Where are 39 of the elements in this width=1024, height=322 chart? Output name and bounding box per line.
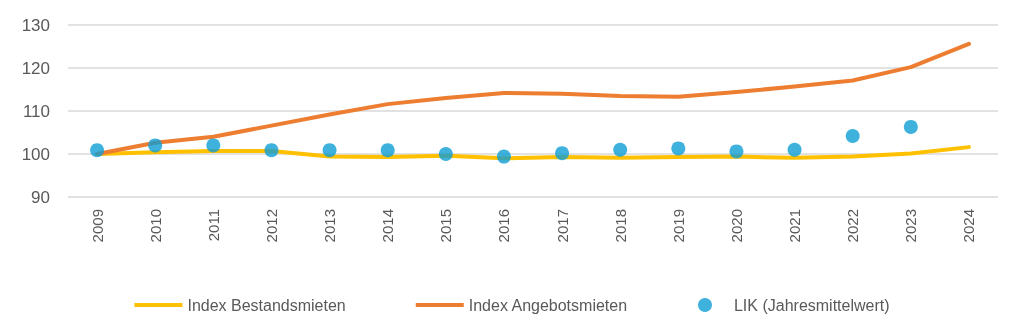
x-tick-label: 2011 — [204, 209, 222, 242]
x-tick-label: 2018 — [611, 209, 629, 243]
x-tick-label: 2024 — [960, 209, 978, 243]
point — [438, 147, 453, 161]
legend-label: LIK (Jahresmittelwert) — [733, 296, 890, 314]
y-tick-label: 130 — [21, 15, 50, 35]
y-tick-label: 110 — [22, 101, 50, 121]
x-tick-label: 2017 — [553, 209, 571, 243]
x-tick-label: 2009 — [88, 209, 106, 243]
x-tick-label: 2022 — [844, 209, 862, 243]
x-tick-label: 2023 — [902, 209, 920, 243]
point — [322, 143, 337, 158]
point — [787, 142, 802, 157]
point — [903, 119, 918, 134]
y-tick-label: 90 — [31, 187, 50, 207]
point — [206, 138, 221, 153]
x-tick-label: 2010 — [146, 209, 164, 243]
x-tick-label: 2016 — [495, 209, 513, 243]
point — [264, 143, 279, 158]
point — [845, 128, 860, 143]
x-tick-label: 2013 — [321, 209, 339, 243]
point — [496, 149, 511, 164]
point — [555, 146, 570, 161]
x-tick-label: 2015 — [437, 209, 455, 243]
legend-label: Index Bestandsmieten — [187, 296, 346, 314]
x-tick-label: 2020 — [727, 209, 745, 243]
x-tick-label: 2019 — [669, 209, 687, 243]
legend-label: Index Angebotsmieten — [468, 296, 628, 314]
point — [729, 144, 744, 159]
point — [671, 141, 686, 156]
point — [148, 138, 163, 153]
x-tick-label: 2014 — [379, 209, 397, 243]
x-tick-label: 2012 — [262, 209, 280, 243]
point — [380, 143, 395, 158]
x-tick-label: 2021 — [786, 209, 804, 243]
point — [90, 143, 105, 158]
y-tick-label: 100 — [21, 144, 50, 164]
y-tick-label: 120 — [21, 58, 50, 78]
point — [613, 142, 628, 157]
